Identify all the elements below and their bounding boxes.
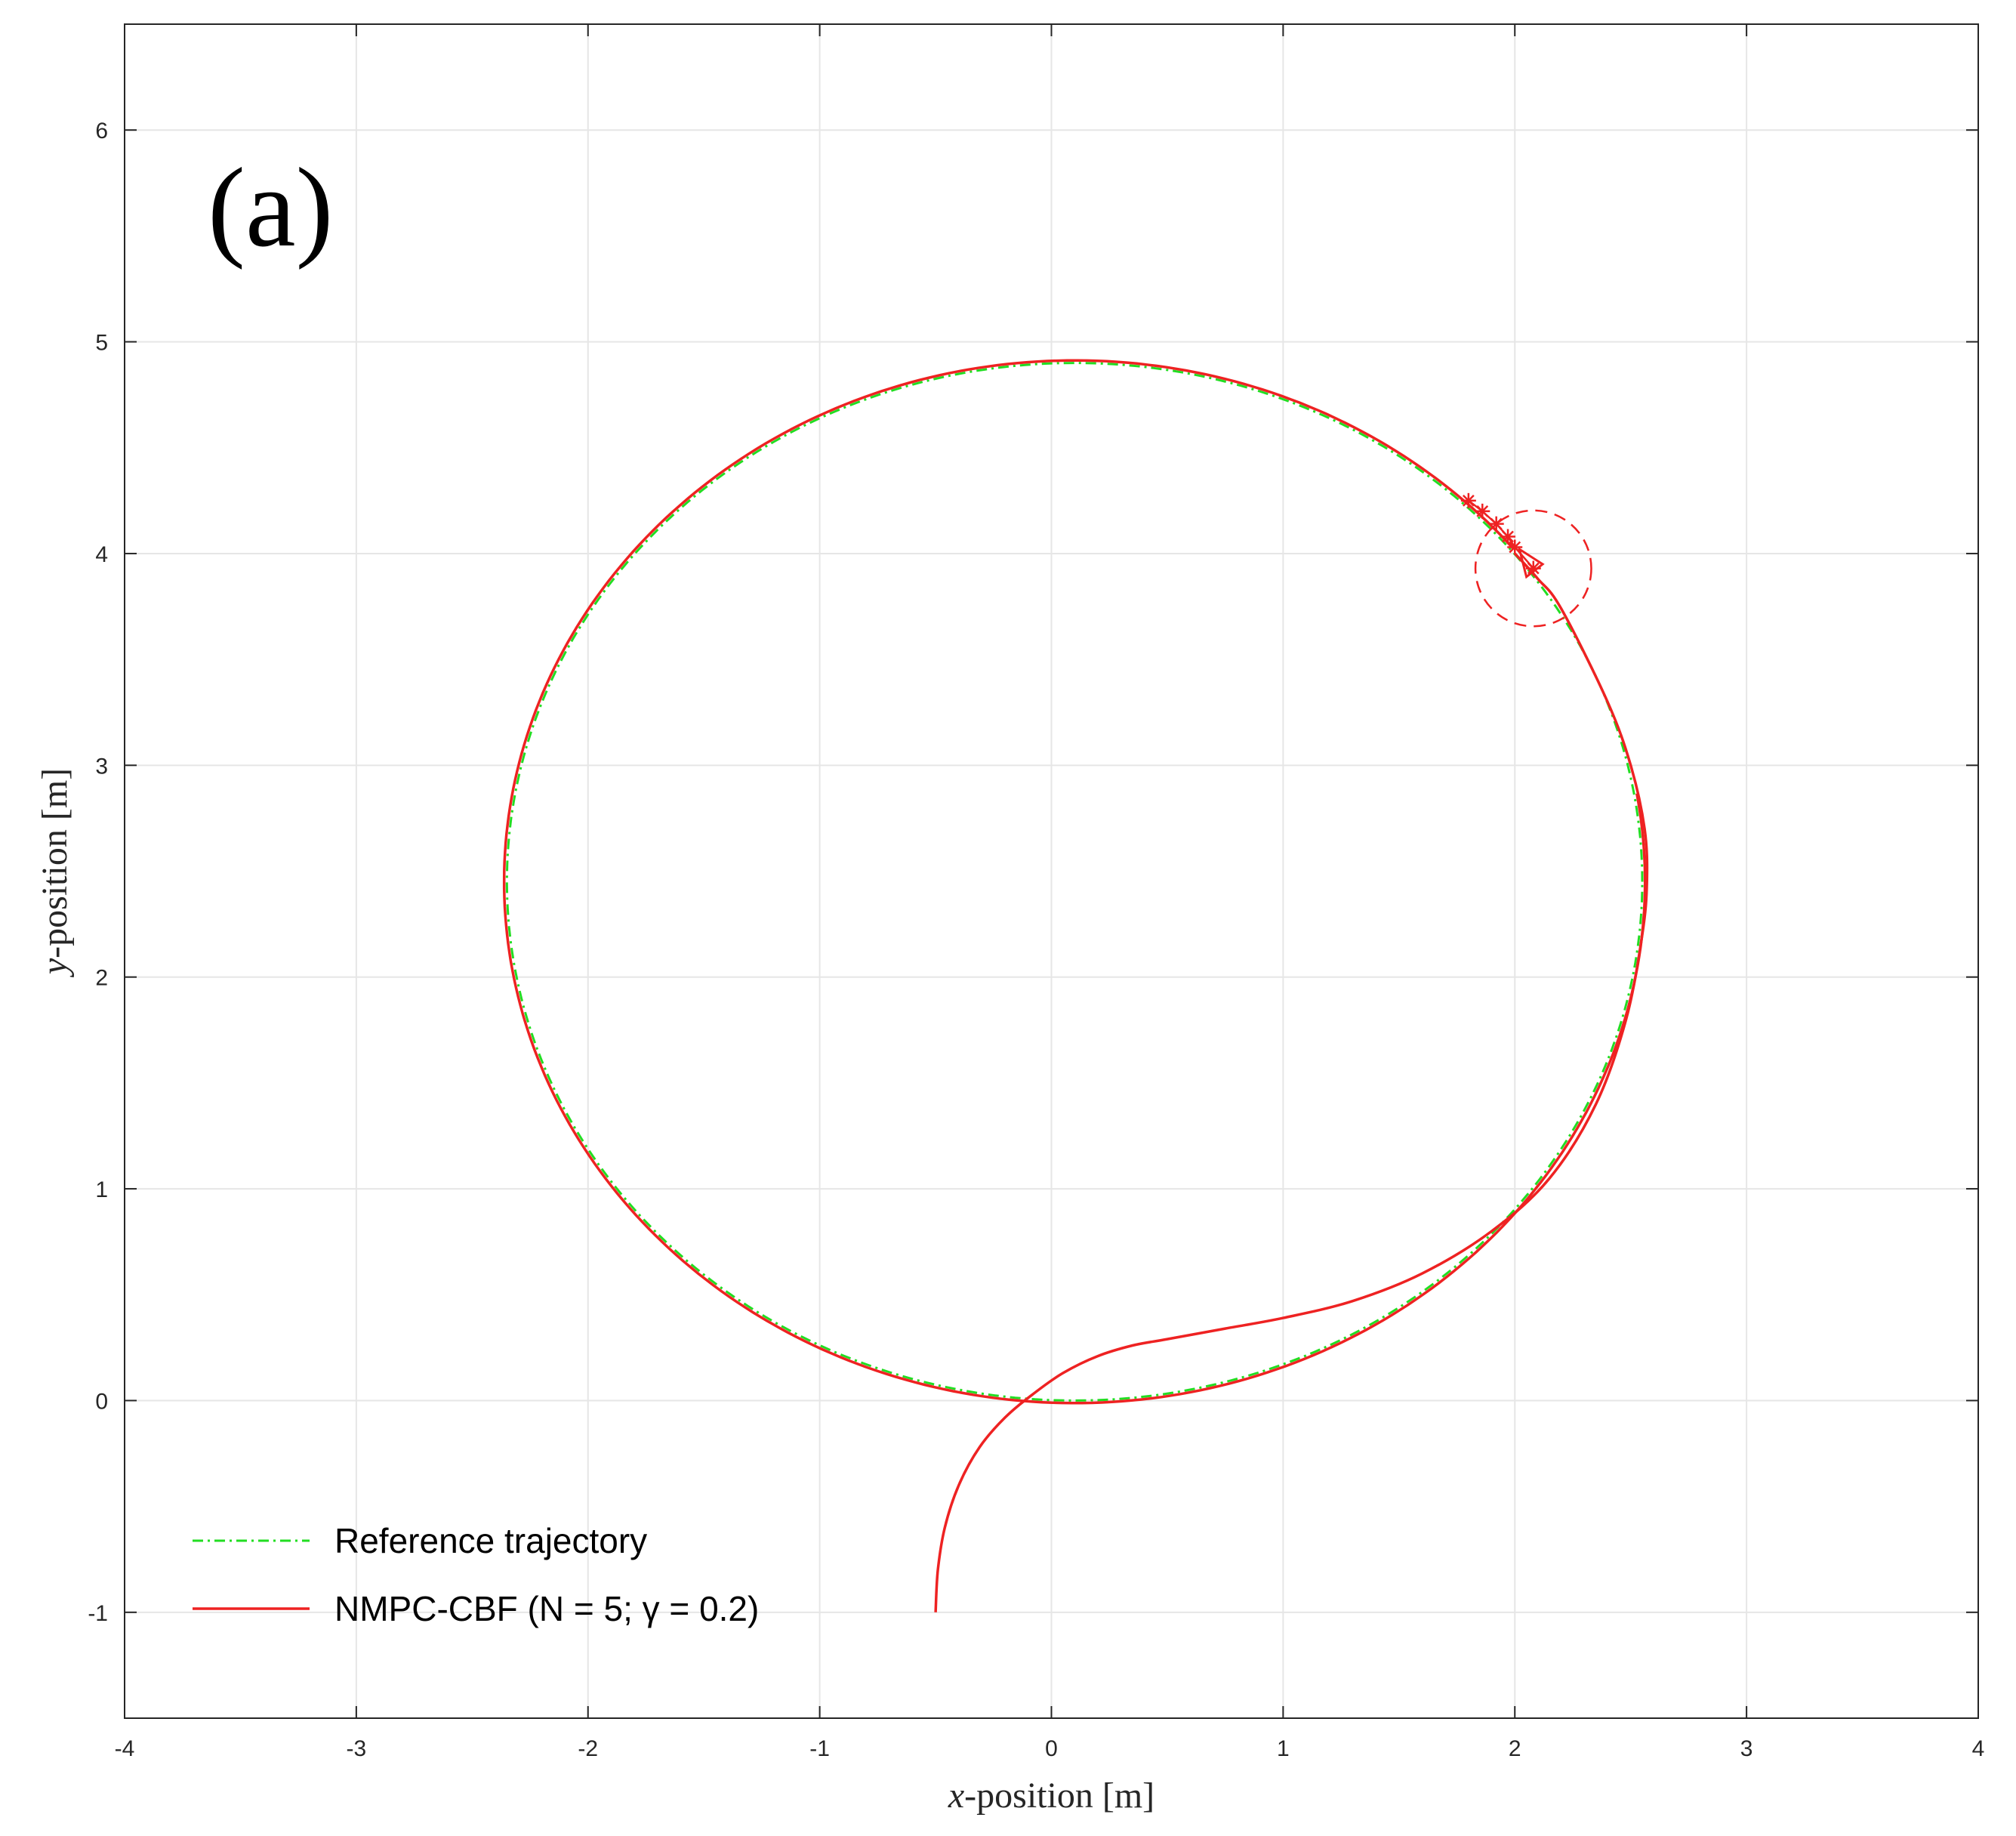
x-tick-label: 0 <box>1045 1736 1058 1761</box>
reference-trajectory-line <box>505 362 1644 1402</box>
x-tick-label: -3 <box>347 1736 367 1761</box>
x-axis-title: x-position [m] <box>948 1776 1154 1816</box>
safety-circle <box>1474 509 1592 628</box>
y-tick-label: 1 <box>95 1177 108 1202</box>
ticks <box>124 24 1979 1718</box>
x-tick-label: -2 <box>578 1736 598 1761</box>
prediction-star-marker <box>1525 560 1541 576</box>
y-axis-title: y-position [m] <box>35 768 75 978</box>
prediction-star-marker <box>1507 539 1523 555</box>
y-tick-label: 0 <box>95 1389 108 1414</box>
y-axis-var: y <box>35 958 75 978</box>
x-tick-label: -4 <box>115 1736 135 1761</box>
grid <box>124 24 1979 1718</box>
tick-labels: -4 -3 -2 -1 0 1 2 3 4 -1 0 1 2 3 4 5 6 <box>88 119 1984 1761</box>
star-stroke <box>1527 562 1540 575</box>
robot-marker <box>1460 492 1592 628</box>
legend: Reference trajectory NMPC-CBF (N = 5; γ … <box>193 1521 759 1628</box>
nmpc-cbf-tracking-line <box>502 359 1647 1405</box>
x-axis-var: x <box>948 1776 964 1816</box>
x-axis-rest: -position [m] <box>964 1776 1154 1816</box>
y-tick-label: 5 <box>95 331 108 356</box>
x-tick-label: 4 <box>1972 1736 1985 1761</box>
nmpc-cbf-trajectory-line <box>934 552 1649 1612</box>
star-stroke <box>1462 494 1475 507</box>
x-tick-label: 1 <box>1277 1736 1290 1761</box>
y-tick-label: -1 <box>88 1601 108 1626</box>
legend-reference-label: Reference trajectory <box>334 1521 647 1560</box>
y-tick-label: 3 <box>95 754 108 779</box>
panel-label: (a) <box>208 145 333 270</box>
plot-area <box>502 359 1649 1612</box>
y-axis-rest: -position [m] <box>35 768 75 958</box>
x-tick-label: -1 <box>809 1736 830 1761</box>
y-tick-label: 4 <box>95 542 108 567</box>
legend-nmpc-label: NMPC-CBF (N = 5; γ = 0.2) <box>334 1589 759 1628</box>
y-tick-label: 6 <box>95 119 108 143</box>
y-tick-label: 2 <box>95 966 108 991</box>
x-tick-label: 2 <box>1509 1736 1521 1761</box>
x-tick-label: 3 <box>1740 1736 1753 1761</box>
star-stroke <box>1509 541 1521 554</box>
